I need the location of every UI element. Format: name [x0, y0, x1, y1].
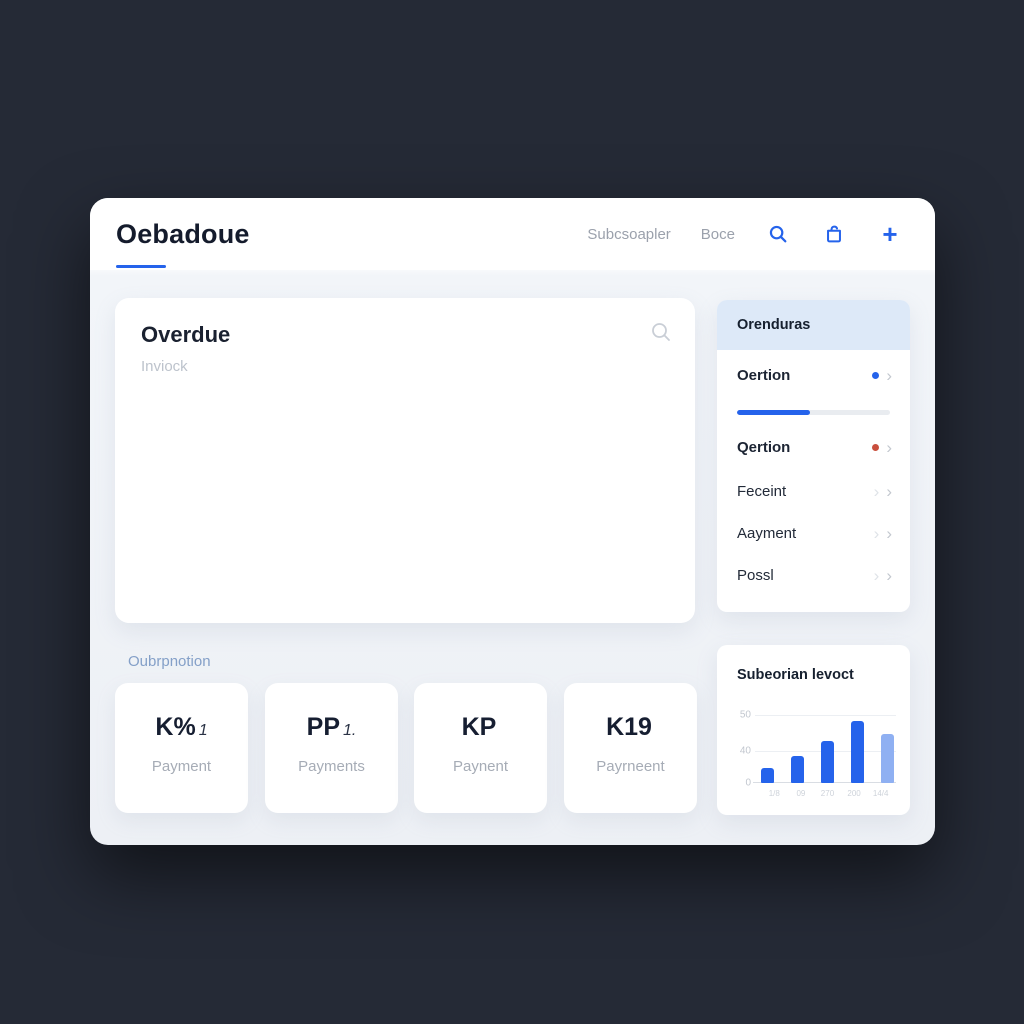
chevron-right-icon: › — [886, 523, 892, 543]
sidebar-item-qertion[interactable]: Qertion › — [717, 424, 910, 470]
y-tick-label: 50 — [739, 709, 751, 721]
nav-link-1[interactable]: Subcsoapler — [587, 225, 671, 243]
panel-title: Overdue — [141, 322, 231, 347]
sidebar-item-label: Oertion — [737, 366, 791, 384]
x-tick-label: 200 — [847, 789, 861, 798]
panel-subtitle: Inviock — [141, 358, 188, 375]
y-tick-label: 40 — [739, 745, 751, 757]
stat-label: Payrneent — [596, 758, 665, 775]
chevron-right-icon: › — [886, 481, 892, 501]
stat-value: K19 — [606, 713, 652, 741]
bar — [761, 768, 774, 783]
sidebar-item-label: Possl — [737, 566, 774, 584]
title-active-underline — [116, 265, 166, 268]
x-tick-label: 14/4 — [872, 789, 889, 798]
section-label: Oubrpnotion — [128, 653, 211, 670]
stat-value: K% 1 — [155, 713, 208, 741]
chevron-right-icon: › — [873, 481, 880, 501]
sidebar-item-label: Feceint — [737, 482, 787, 500]
chart-panel: Subeorian levoct 50 40 0 1/8 09 270 200 14/4 — [717, 645, 910, 815]
x-tick-label: 1/8 — [768, 789, 780, 798]
plus-icon[interactable]: + — [882, 219, 898, 249]
overdue-panel: Overdue Inviock — [115, 298, 695, 623]
blue-dot-indicator — [872, 371, 880, 379]
sidebar-item-label: Aayment — [737, 524, 797, 542]
chevron-right-icon: › — [873, 523, 880, 543]
app-window: Oebadoue Subcsoapler Boce + Overdue Invi… — [90, 198, 935, 845]
sidebar-item-oertion[interactable]: Oertion › — [717, 350, 910, 400]
stat-card-1[interactable]: K% 1 Payment — [115, 683, 248, 813]
stat-label: Payment — [151, 758, 212, 775]
stat-value: PP 1. — [306, 713, 357, 741]
chevron-right-icon: › — [886, 365, 892, 385]
bar — [851, 721, 864, 783]
stat-card-2[interactable]: PP 1. Payments — [265, 683, 398, 813]
chart-title: Subeorian levoct — [737, 667, 854, 683]
sidebar-item-possl[interactable]: Possl › › — [717, 554, 910, 596]
bag-icon[interactable] — [821, 221, 847, 247]
nav-link-2[interactable]: Boce — [700, 225, 735, 243]
header-nav: Subcsoapler Boce + — [587, 221, 903, 247]
page-title: Oebadoue — [116, 218, 250, 249]
stat-label: Payments — [298, 758, 365, 775]
bar — [881, 734, 894, 783]
stat-card-3[interactable]: KP Paynent — [414, 683, 547, 813]
bar-chart: 50 40 0 — [740, 710, 896, 789]
red-dot-indicator — [872, 443, 880, 451]
chevron-right-icon: › — [886, 437, 892, 457]
bar — [791, 756, 804, 783]
sidebar-item-aayment[interactable]: Aayment › › — [717, 512, 910, 554]
sidebar-progress — [717, 400, 910, 424]
stat-label: Paynent — [452, 758, 509, 775]
bar-chart-xlabels: 1/8 09 270 200 14/4 — [759, 789, 896, 798]
window-header: Oebadoue Subcsoapler Boce + — [90, 198, 935, 270]
bar — [821, 741, 834, 783]
gridline — [755, 715, 896, 716]
y-tick-label: 0 — [745, 777, 751, 789]
sidebar-panel: Orenduras Oertion › Qertion › Feceint › — [717, 300, 910, 612]
stat-card-4[interactable]: K19 Payrneent — [564, 683, 697, 813]
chevron-right-icon: › — [873, 565, 880, 585]
x-tick-label: 09 — [796, 789, 806, 798]
bar-chart-plot — [759, 715, 896, 783]
x-tick-label: 270 — [820, 789, 835, 798]
panel-search-icon[interactable] — [649, 320, 673, 349]
search-icon[interactable] — [765, 221, 791, 247]
chevron-right-icon: › — [886, 565, 892, 585]
sidebar-header-item[interactable]: Orenduras — [717, 300, 910, 350]
sidebar-item-feceint[interactable]: Feceint › › — [717, 470, 910, 512]
progress-track — [737, 409, 890, 415]
progress-fill — [737, 409, 811, 415]
sidebar-item-label: Qertion — [737, 438, 791, 456]
stat-value: KP — [461, 713, 497, 741]
